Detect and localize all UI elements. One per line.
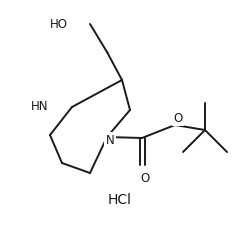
Text: HO: HO	[50, 17, 68, 30]
Text: N: N	[106, 134, 114, 147]
Text: O: O	[140, 172, 150, 185]
Text: O: O	[173, 112, 183, 125]
Text: HN: HN	[31, 101, 48, 114]
Text: HCl: HCl	[108, 193, 132, 207]
